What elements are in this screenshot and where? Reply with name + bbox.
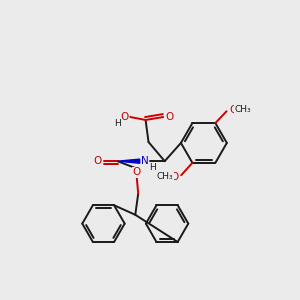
Text: H: H bbox=[115, 119, 121, 128]
Text: O: O bbox=[166, 112, 174, 122]
Text: CH₃: CH₃ bbox=[157, 172, 173, 181]
Text: H: H bbox=[149, 163, 155, 172]
Text: O: O bbox=[120, 112, 128, 122]
Text: O: O bbox=[171, 172, 179, 182]
Text: N: N bbox=[141, 156, 149, 166]
Text: O: O bbox=[94, 156, 102, 166]
Text: CH₃: CH₃ bbox=[234, 105, 251, 114]
Text: O: O bbox=[133, 167, 141, 177]
Text: O: O bbox=[229, 105, 237, 115]
Polygon shape bbox=[118, 159, 140, 163]
